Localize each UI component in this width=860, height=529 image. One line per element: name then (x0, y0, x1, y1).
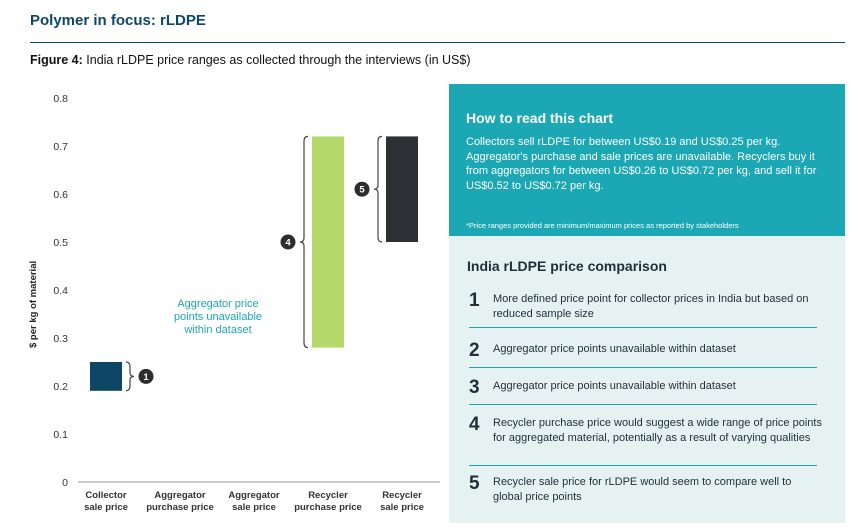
comparison-text: More defined price point for collector p… (493, 293, 809, 320)
range-marker (138, 368, 154, 384)
x-tick-label: Recycler purchase price (294, 490, 362, 513)
comparison-divider (469, 404, 817, 405)
comparison-panel: India rLDPE price comparison 1 More defi… (449, 236, 845, 523)
comparison-number: 2 (469, 340, 480, 361)
y-tick-label: 0.4 (53, 285, 68, 297)
comparison-text: Aggregator price points unavailable with… (493, 343, 736, 355)
range-brace (299, 135, 309, 349)
price-range-chart: 0 0.1 0.2 0.3 0.4 0.5 0.6 0.7 0.8 Collector sale p… (53, 93, 440, 513)
x-tick-label: Aggregator purchase price (146, 490, 214, 513)
how-to-read-panel: How to read this chart Collectors sell r… (449, 84, 845, 236)
comparison-divider (469, 367, 817, 368)
how-to-read-title: How to read this chart (466, 110, 614, 126)
comparison-text: Recycler sale price for rLDPE would seem… (493, 476, 792, 503)
x-tick-label: Recycler sale price (380, 490, 424, 513)
range-bar (386, 136, 418, 242)
price-range-note: *Price ranges provided are minimum/maxim… (466, 221, 739, 230)
comparison-number: 5 (469, 473, 480, 494)
range-bar (90, 362, 122, 391)
range-marker (280, 234, 296, 250)
comparison-number: 4 (469, 414, 480, 435)
how-to-read-body: Collectors sell rLDPE for between US$0.1… (466, 136, 817, 192)
x-tick-label: Aggregator sale price (228, 490, 280, 513)
comparison-number: 3 (469, 377, 480, 398)
aggregator-annotation: Aggregator price points unavailable within… (174, 298, 262, 336)
range-marker-label: 5 (359, 185, 365, 196)
y-tick-label: 0.6 (53, 189, 68, 201)
y-tick-label: 0.3 (53, 333, 68, 345)
x-tick-label: Collector sale price (84, 490, 128, 513)
y-tick-label: 0.2 (53, 381, 68, 393)
comparison-title: India rLDPE price comparison (467, 258, 667, 274)
range-marker-label: 1 (143, 372, 149, 383)
heading-rule (30, 42, 845, 43)
y-tick-label: 0.5 (53, 237, 68, 249)
comparison-divider (469, 465, 817, 466)
range-marker-label: 4 (285, 238, 291, 249)
comparison-text: Recycler purchase price would suggest a … (493, 417, 822, 444)
figure-title: Figure 4: India rLDPE price ranges as co… (30, 53, 471, 67)
range-brace (125, 361, 135, 392)
range-bar (312, 136, 344, 348)
comparison-text: Aggregator price points unavailable with… (493, 380, 736, 392)
range-marker (354, 181, 370, 197)
y-axis-label: $ per kg of material (28, 260, 39, 348)
comparison-divider (469, 327, 817, 328)
y-tick-label: 0.7 (53, 141, 68, 153)
comparison-number: 1 (469, 290, 480, 311)
y-tick-label: 0.8 (53, 93, 68, 105)
page-heading: Polymer in focus: rLDPE (30, 12, 206, 29)
figure-label: Figure 4: (30, 53, 83, 67)
y-tick-label: 0.1 (53, 429, 68, 441)
range-brace (373, 135, 383, 243)
figure-title-text: India rLDPE price ranges as collected th… (86, 53, 471, 67)
y-tick-label: 0 (62, 477, 68, 489)
